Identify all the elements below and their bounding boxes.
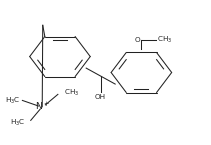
Text: CH$_3$: CH$_3$ <box>64 87 80 98</box>
Text: H$_3$C: H$_3$C <box>10 118 26 128</box>
Text: OH: OH <box>95 94 106 100</box>
Text: N$^+$: N$^+$ <box>35 101 50 113</box>
Text: H$_3$C: H$_3$C <box>5 95 20 106</box>
Text: CH$_3$: CH$_3$ <box>157 35 172 45</box>
Text: O: O <box>135 37 140 43</box>
